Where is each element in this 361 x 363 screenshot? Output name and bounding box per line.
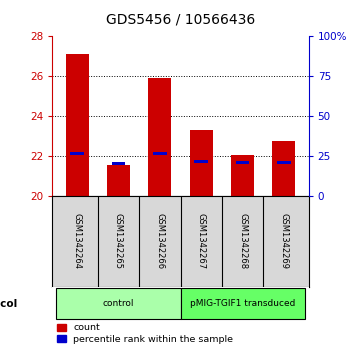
- FancyBboxPatch shape: [56, 288, 180, 319]
- Text: GSM1342267: GSM1342267: [197, 213, 206, 269]
- Legend: count, percentile rank within the sample: count, percentile rank within the sample: [57, 323, 233, 344]
- Bar: [273, 141, 295, 196]
- Bar: [231, 155, 254, 196]
- Text: GSM1342269: GSM1342269: [279, 213, 288, 269]
- Text: GSM1342265: GSM1342265: [114, 213, 123, 269]
- Bar: [70, 152, 84, 155]
- FancyBboxPatch shape: [180, 288, 305, 319]
- Bar: [66, 54, 88, 196]
- Bar: [194, 160, 208, 163]
- Text: control: control: [103, 299, 134, 308]
- Text: GDS5456 / 10566436: GDS5456 / 10566436: [106, 13, 255, 27]
- Bar: [112, 162, 125, 165]
- Bar: [148, 78, 171, 196]
- Text: pMIG-TGIF1 transduced: pMIG-TGIF1 transduced: [190, 299, 295, 308]
- Bar: [236, 161, 249, 164]
- Text: GSM1342266: GSM1342266: [155, 213, 164, 269]
- Bar: [277, 161, 291, 164]
- Text: protocol: protocol: [0, 299, 17, 309]
- Text: GSM1342264: GSM1342264: [73, 213, 82, 269]
- Text: GSM1342268: GSM1342268: [238, 213, 247, 269]
- Bar: [107, 165, 130, 196]
- Bar: [190, 130, 213, 196]
- Bar: [153, 152, 167, 155]
